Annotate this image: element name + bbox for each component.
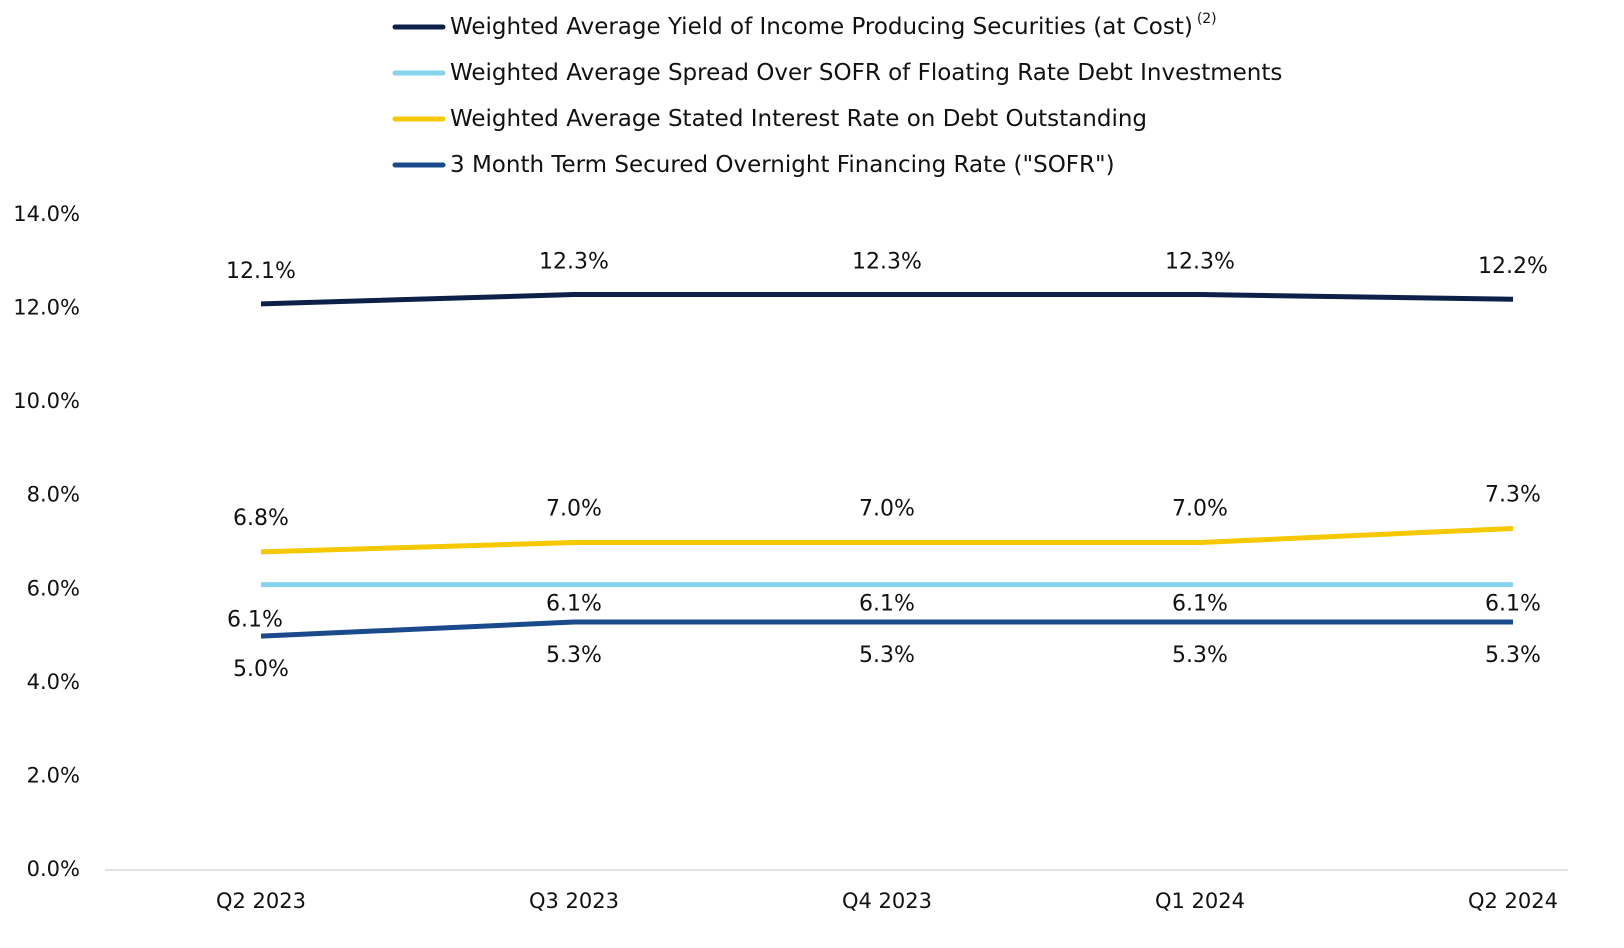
legend-label: Weighted Average Yield of Income Produci…: [450, 11, 1217, 40]
data-label: 7.0%: [859, 497, 915, 522]
x-tick-label: Q3 2023: [529, 889, 619, 913]
data-label: 7.3%: [1485, 482, 1541, 507]
data-label: 7.0%: [546, 497, 602, 522]
y-tick-label: 14.0%: [13, 202, 80, 226]
data-label: 12.1%: [226, 259, 296, 284]
data-label: 6.1%: [1485, 592, 1541, 617]
series-line: [260, 525, 1514, 555]
data-label: 6.1%: [1172, 592, 1228, 617]
y-tick-label: 2.0%: [27, 763, 80, 787]
legend-text: Weighted Average Yield of Income Produci…: [450, 14, 1193, 40]
x-tick-label: Q2 2023: [216, 889, 306, 913]
data-label: 5.3%: [1172, 643, 1228, 668]
data-label: 6.1%: [859, 592, 915, 617]
series-line: [260, 619, 1513, 639]
data-label: 12.3%: [539, 250, 609, 275]
y-tick-label: 4.0%: [27, 670, 80, 694]
x-tick-label: Q1 2024: [1155, 889, 1245, 913]
x-tick-label: Q4 2023: [842, 889, 932, 913]
x-tick-label: Q2 2024: [1468, 889, 1558, 913]
data-label: 12.3%: [1165, 250, 1235, 275]
series-line: [260, 292, 1514, 307]
y-tick-label: 0.0%: [27, 857, 80, 881]
legend-text: Weighted Average Spread Over SOFR of Flo…: [450, 60, 1282, 86]
legend-text: 3 Month Term Secured Overnight Financing…: [450, 152, 1115, 178]
data-label: 5.0%: [233, 657, 289, 682]
data-label: 12.2%: [1478, 254, 1548, 279]
y-tick-label: 8.0%: [27, 483, 80, 507]
data-label: 12.3%: [852, 250, 922, 275]
data-label: 6.8%: [233, 506, 289, 531]
legend-label: Weighted Average Stated Interest Rate on…: [450, 106, 1147, 132]
legend-label: Weighted Average Spread Over SOFR of Flo…: [450, 60, 1282, 86]
y-tick-label: 12.0%: [13, 296, 80, 320]
data-label: 6.1%: [227, 608, 283, 633]
legend-text: Weighted Average Stated Interest Rate on…: [450, 106, 1147, 132]
legend-label: 3 Month Term Secured Overnight Financing…: [450, 152, 1115, 178]
y-tick-label: 6.0%: [27, 576, 80, 600]
legend-note: (2): [1197, 11, 1217, 27]
data-label: 5.3%: [859, 643, 915, 668]
data-label: 5.3%: [546, 643, 602, 668]
data-label: 5.3%: [1485, 643, 1541, 668]
data-label: 6.1%: [546, 592, 602, 617]
y-tick-label: 10.0%: [13, 389, 80, 413]
data-label: 7.0%: [1172, 497, 1228, 522]
